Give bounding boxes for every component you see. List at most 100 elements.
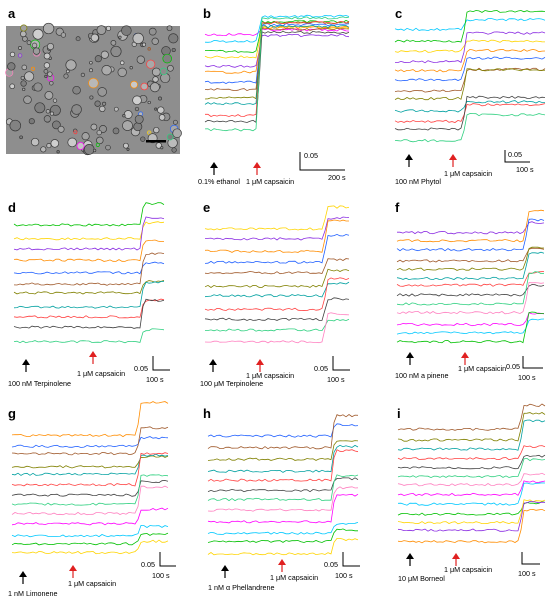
calcium-trace bbox=[13, 239, 165, 262]
calcium-trace bbox=[13, 261, 165, 275]
scale-y-label-d: 0.05 bbox=[134, 364, 148, 373]
cell bbox=[17, 53, 23, 58]
scale-y-label-h: 0.05 bbox=[324, 560, 338, 569]
calcium-trace bbox=[394, 17, 546, 32]
calcium-trace bbox=[205, 20, 350, 117]
cell bbox=[20, 30, 27, 38]
stimulus-label-g: 1 nM Limonene bbox=[8, 589, 58, 598]
calcium-trace bbox=[397, 472, 546, 487]
cell bbox=[49, 80, 54, 86]
cell bbox=[99, 125, 107, 133]
scale-bar-b: 0.05 200 s bbox=[299, 151, 346, 182]
calcium-trace bbox=[204, 23, 350, 84]
calcium-trace bbox=[205, 216, 350, 241]
cell bbox=[18, 46, 22, 50]
cell bbox=[89, 95, 94, 100]
cell bbox=[140, 82, 149, 91]
calcium-trace bbox=[13, 298, 165, 319]
capsaicin-arrow-h bbox=[278, 559, 286, 572]
cell bbox=[172, 119, 178, 125]
calcium-trace bbox=[13, 280, 165, 295]
cell bbox=[76, 142, 85, 150]
cell bbox=[43, 52, 51, 60]
calcium-trace bbox=[204, 277, 350, 311]
cell bbox=[152, 76, 159, 83]
calcium-trace bbox=[13, 202, 165, 227]
scale-y-label-c: 0.05 bbox=[508, 150, 522, 159]
cell bbox=[132, 95, 142, 106]
cell bbox=[94, 55, 102, 63]
panel-d: d 0.05 100 s 100 nM Terpinolene 1 μM cap… bbox=[8, 200, 170, 388]
capsaicin-label-c: 1 μM capsaicin bbox=[444, 169, 492, 178]
stimulus-label-h: 1 nM α Phellandrene bbox=[208, 583, 275, 592]
calcium-trace bbox=[204, 16, 350, 132]
scale-y-label-b: 0.05 bbox=[304, 151, 318, 160]
cell bbox=[160, 146, 164, 150]
scale-x-label-c: 100 s bbox=[516, 165, 534, 174]
stimulus-arrow-e bbox=[209, 359, 217, 372]
cell bbox=[133, 122, 143, 132]
calcium-trace bbox=[204, 268, 350, 288]
capsaicin-label-i: 1 μM capsaicin bbox=[444, 565, 492, 574]
calcium-trace bbox=[204, 281, 350, 298]
cell bbox=[43, 69, 49, 74]
calcium-trace bbox=[204, 14, 350, 43]
calcium-trace bbox=[204, 219, 349, 253]
cell bbox=[34, 102, 46, 114]
calcium-trace bbox=[204, 233, 350, 264]
calcium-trace bbox=[207, 486, 359, 512]
capsaicin-label-f: 1 μM capsaicin bbox=[458, 364, 506, 373]
scale-y-label-g: 0.05 bbox=[141, 560, 155, 569]
capsaicin-arrow-e bbox=[256, 359, 264, 372]
cell bbox=[46, 143, 52, 149]
calcium-trace bbox=[207, 538, 359, 556]
cell bbox=[9, 83, 15, 90]
cell bbox=[22, 87, 26, 92]
calcium-trace bbox=[11, 474, 169, 506]
calcium-trace bbox=[207, 474, 359, 502]
calcium-trace bbox=[396, 311, 545, 344]
cell bbox=[101, 65, 112, 76]
stimulus-arrow-b bbox=[210, 162, 218, 175]
calcium-trace bbox=[396, 209, 545, 243]
panel-f: f 0.05 100 s 100 nM a pinene 1 μM capsai… bbox=[395, 200, 545, 382]
calcium-trace bbox=[394, 67, 546, 93]
cell bbox=[172, 128, 182, 138]
cell bbox=[151, 37, 159, 45]
cell bbox=[40, 146, 47, 153]
cell bbox=[153, 126, 160, 134]
calcium-trace bbox=[11, 455, 169, 469]
panel-a: a bbox=[5, 6, 182, 156]
calcium-traces-c bbox=[394, 10, 546, 143]
micrograph-image bbox=[5, 22, 182, 156]
calcium-trace bbox=[11, 453, 169, 476]
cell bbox=[162, 53, 172, 64]
stimulus-label-f: 100 nM a pinene bbox=[395, 371, 449, 380]
cell bbox=[118, 35, 122, 39]
cell bbox=[94, 100, 101, 107]
calcium-traces-e bbox=[204, 205, 350, 344]
cell bbox=[24, 71, 35, 82]
cell bbox=[90, 33, 99, 42]
scale-bar-g: 0.05 100 s bbox=[141, 552, 176, 580]
calcium-trace bbox=[397, 499, 546, 525]
calcium-trace bbox=[397, 403, 546, 431]
stimulus-label-c: 100 nM Phytol bbox=[395, 177, 441, 186]
calcium-trace bbox=[11, 401, 169, 438]
cell bbox=[146, 59, 156, 69]
calcium-trace bbox=[207, 449, 359, 482]
cell bbox=[132, 32, 144, 45]
panel-label-h: h bbox=[203, 406, 211, 421]
calcium-trace bbox=[396, 246, 544, 271]
calcium-trace bbox=[394, 100, 545, 113]
calcium-trace bbox=[396, 247, 545, 263]
cell bbox=[122, 114, 126, 118]
stimulus-label-e: 100 μM Terpinolene bbox=[200, 379, 263, 388]
cell bbox=[126, 147, 130, 151]
panel-i: i 100 s 10 μM Borneol 1 μM capsaicin bbox=[397, 403, 546, 583]
cell bbox=[32, 28, 44, 40]
scale-bar-c: 0.05 100 s bbox=[504, 150, 534, 174]
calcium-trace bbox=[397, 501, 546, 516]
calcium-trace bbox=[396, 251, 545, 281]
